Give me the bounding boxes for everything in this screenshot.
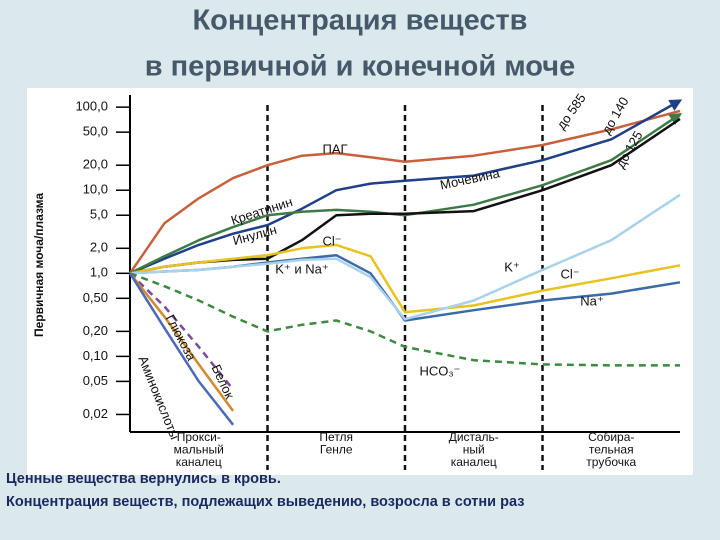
series-line (129, 193, 681, 321)
x-category-label: Дисталь- (449, 430, 499, 444)
annotation: Na⁺ (580, 293, 603, 308)
title-line: в первичной и конечной моче (145, 51, 575, 83)
y-tick-label: 50,0 (83, 124, 108, 139)
y-tick-label: 2,0 (90, 240, 108, 255)
series-line (128, 109, 681, 275)
y-tick-label: 1,0 (90, 265, 108, 280)
y-axis-label: Первичная моча/плазма (32, 193, 46, 337)
y-tick-label: 20,0 (83, 157, 108, 172)
x-category-label: Генле (320, 443, 353, 457)
series-label: ПАГ (322, 141, 347, 156)
x-category-label: мальный (174, 443, 224, 457)
x-category-label: ный (463, 443, 485, 457)
y-tick-label: 0,10 (83, 348, 108, 363)
x-category-label: трубочка (586, 455, 636, 469)
footer-line: Ценные вещества вернулись в кровь. (6, 471, 281, 487)
series-line (129, 272, 235, 412)
series-line (129, 243, 681, 314)
series-label: K⁺ и Na⁺ (275, 261, 329, 276)
x-category-label: Прокси- (177, 430, 221, 444)
series-line (129, 272, 235, 391)
title-line: Концентрация веществ (192, 5, 527, 37)
y-tick-label: 0,50 (83, 290, 108, 305)
y-tick-label: 0,02 (83, 406, 108, 421)
annotation: Cl⁻ (560, 266, 579, 281)
x-category-label: каналец (176, 455, 222, 469)
y-tick-label: 100,0 (75, 99, 108, 114)
annotation: K⁺ (504, 259, 520, 274)
x-category-label: Собира- (588, 430, 634, 444)
y-tick-label: 0,20 (83, 323, 108, 338)
series-label: Cl⁻ (322, 233, 341, 248)
y-tick-label: 10,0 (83, 182, 108, 197)
series-line (129, 112, 683, 275)
x-category-label: тельная (589, 443, 634, 457)
x-category-label: каналец (451, 455, 497, 469)
footer-line: Концентрация веществ, подлежащих выведен… (6, 494, 524, 510)
series-line (128, 272, 235, 426)
series-line (129, 272, 680, 367)
series-label: HCO₃⁻ (419, 363, 460, 378)
x-category-label: Петля (319, 430, 353, 444)
series-line (129, 99, 683, 275)
y-tick-label: 5,0 (90, 207, 108, 222)
y-tick-label: 0,05 (83, 373, 108, 388)
